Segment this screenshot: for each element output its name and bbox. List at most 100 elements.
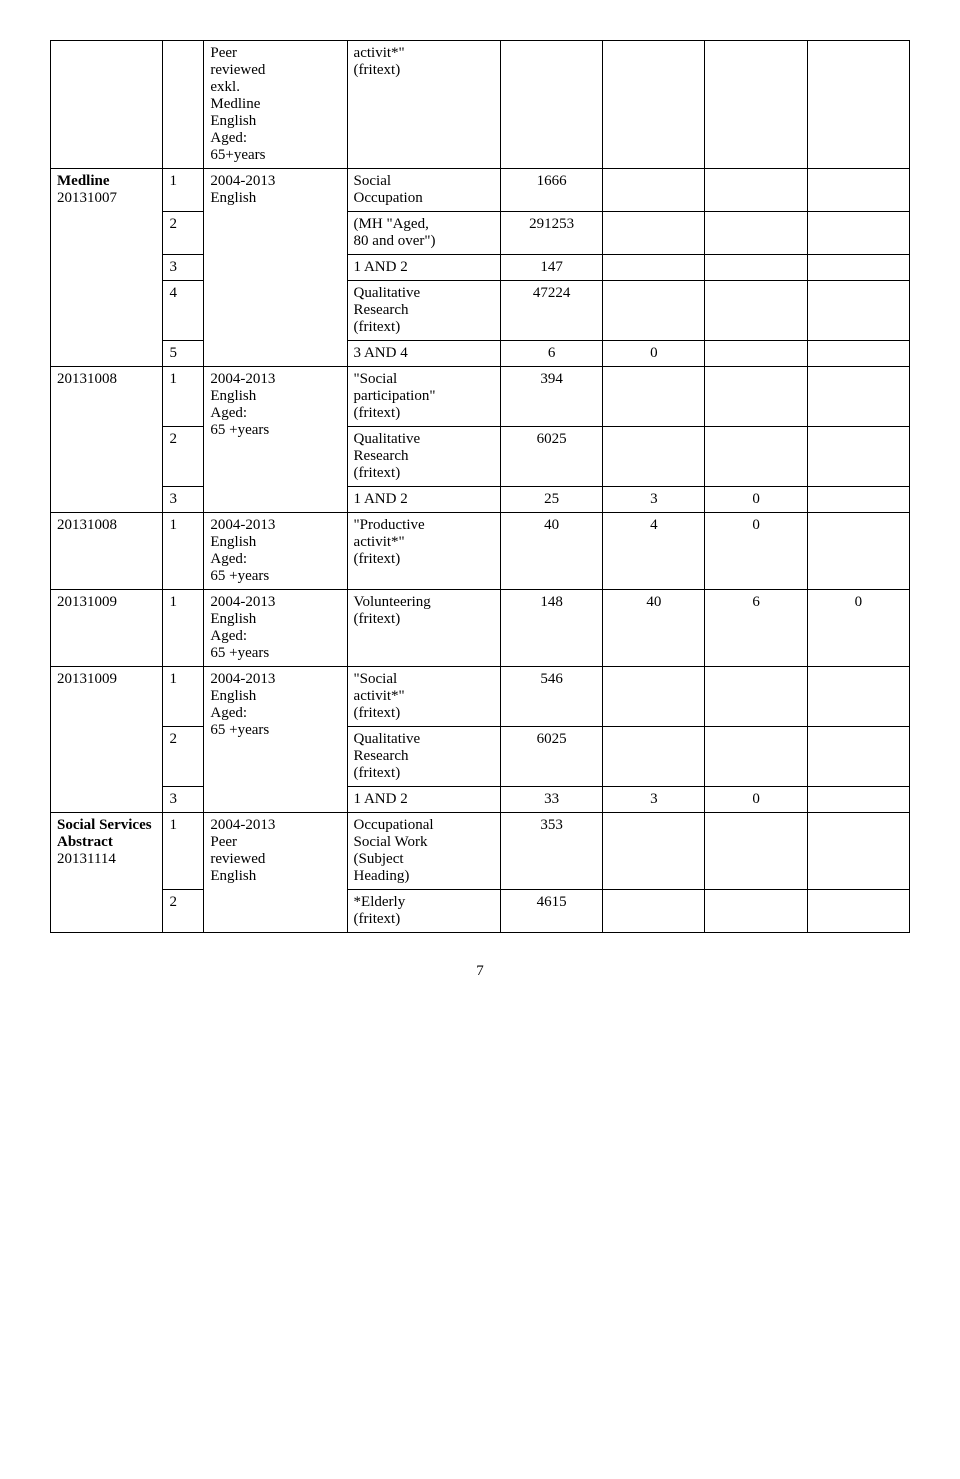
v2-cell	[603, 367, 705, 427]
table-row: 2 *Elderly(fritext)4615	[51, 890, 910, 933]
v3-cell	[705, 667, 807, 727]
table-row: 5 3 AND 460	[51, 341, 910, 367]
num-cell: 4	[163, 281, 204, 341]
v1-cell	[500, 41, 602, 169]
v2-cell: 3	[603, 787, 705, 813]
v4-cell	[807, 487, 909, 513]
num-cell: 5	[163, 341, 204, 367]
table-row: 2013100812004-2013EnglishAged:65 +years"…	[51, 367, 910, 427]
limits-cell: 2004-2013English	[204, 169, 347, 367]
search-table: Peerreviewedexkl.MedlineEnglishAged:65+y…	[50, 40, 910, 933]
limits-cell: 2004-2013EnglishAged:65 +years	[204, 667, 347, 813]
v3-cell	[705, 255, 807, 281]
v3-cell	[705, 341, 807, 367]
v1-cell: 394	[500, 367, 602, 427]
query-cell: QualitativeResearch(fritext)	[347, 281, 500, 341]
v4-cell	[807, 813, 909, 890]
num-cell: 3	[163, 487, 204, 513]
v4-cell	[807, 255, 909, 281]
v1-cell: 4615	[500, 890, 602, 933]
page-number: 7	[50, 963, 910, 980]
db-cell: Social Services Abstract20131114	[51, 813, 163, 933]
query-cell: 3 AND 4	[347, 341, 500, 367]
v3-cell	[705, 367, 807, 427]
v2-cell	[603, 281, 705, 341]
v3-cell	[705, 727, 807, 787]
table-row: Medline2013100712004-2013EnglishSocialOc…	[51, 169, 910, 212]
v4-cell	[807, 667, 909, 727]
db-cell: 20131009	[51, 590, 163, 667]
limits-cell: 2004-2013EnglishAged:65 +years	[204, 590, 347, 667]
table-row: 2QualitativeResearch(fritext)6025	[51, 727, 910, 787]
v4-cell	[807, 787, 909, 813]
table-row: 31 AND 23330	[51, 787, 910, 813]
v3-cell	[705, 427, 807, 487]
db-cell: 20131008	[51, 367, 163, 513]
v3-cell: 0	[705, 787, 807, 813]
table-row: 2013100912004-2013EnglishAged:65 +yearsV…	[51, 590, 910, 667]
table-row: 31 AND 2147	[51, 255, 910, 281]
db-cell	[51, 41, 163, 169]
query-cell: QualitativeResearch(fritext)	[347, 427, 500, 487]
num-cell: 2	[163, 890, 204, 933]
query-cell: "Socialparticipation"(fritext)	[347, 367, 500, 427]
v4-cell	[807, 367, 909, 427]
v1-cell: 40	[500, 513, 602, 590]
v2-cell	[603, 169, 705, 212]
table-row: Social Services Abstract2013111412004-20…	[51, 813, 910, 890]
query-cell: 1 AND 2	[347, 487, 500, 513]
num-cell: 1	[163, 590, 204, 667]
v2-cell	[603, 727, 705, 787]
v2-cell: 0	[603, 341, 705, 367]
v2-cell	[603, 255, 705, 281]
query-cell: QualitativeResearch(fritext)	[347, 727, 500, 787]
v2-cell	[603, 890, 705, 933]
v4-cell	[807, 169, 909, 212]
v4-cell: 0	[807, 590, 909, 667]
v3-cell: 6	[705, 590, 807, 667]
v2-cell	[603, 427, 705, 487]
v4-cell	[807, 281, 909, 341]
v4-cell	[807, 341, 909, 367]
v2-cell: 40	[603, 590, 705, 667]
v3-cell	[705, 813, 807, 890]
table-row: 31 AND 22530	[51, 487, 910, 513]
v3-cell	[705, 41, 807, 169]
v4-cell	[807, 890, 909, 933]
v2-cell	[603, 41, 705, 169]
v4-cell	[807, 212, 909, 255]
num-cell: 1	[163, 667, 204, 727]
num-cell: 2	[163, 212, 204, 255]
db-cell: 20131009	[51, 667, 163, 813]
v1-cell: 33	[500, 787, 602, 813]
v4-cell	[807, 727, 909, 787]
num-cell: 1	[163, 813, 204, 890]
table-row: 2(MH "Aged,80 and over")291253	[51, 212, 910, 255]
v3-cell	[705, 169, 807, 212]
limits-cell: Peerreviewedexkl.MedlineEnglishAged:65+y…	[204, 41, 347, 169]
query-cell: SocialOccupation	[347, 169, 500, 212]
v1-cell: 148	[500, 590, 602, 667]
v2-cell: 4	[603, 513, 705, 590]
table-row: 2013100812004-2013EnglishAged:65 +years"…	[51, 513, 910, 590]
v3-cell	[705, 890, 807, 933]
v1-cell: 353	[500, 813, 602, 890]
num-cell	[163, 41, 204, 169]
v1-cell: 6	[500, 341, 602, 367]
v1-cell: 6025	[500, 727, 602, 787]
v2-cell: 3	[603, 487, 705, 513]
v1-cell: 6025	[500, 427, 602, 487]
query-cell: 1 AND 2	[347, 255, 500, 281]
query-cell: *Elderly(fritext)	[347, 890, 500, 933]
v3-cell	[705, 281, 807, 341]
table-row: 2QualitativeResearch(fritext)6025	[51, 427, 910, 487]
v3-cell: 0	[705, 513, 807, 590]
query-cell: "Productiveactivit*"(fritext)	[347, 513, 500, 590]
num-cell: 1	[163, 367, 204, 427]
table-row: 2013100912004-2013EnglishAged:65 +years"…	[51, 667, 910, 727]
query-cell: "Socialactivit*"(fritext)	[347, 667, 500, 727]
v2-cell	[603, 667, 705, 727]
v1-cell: 291253	[500, 212, 602, 255]
v2-cell	[603, 813, 705, 890]
v3-cell	[705, 212, 807, 255]
